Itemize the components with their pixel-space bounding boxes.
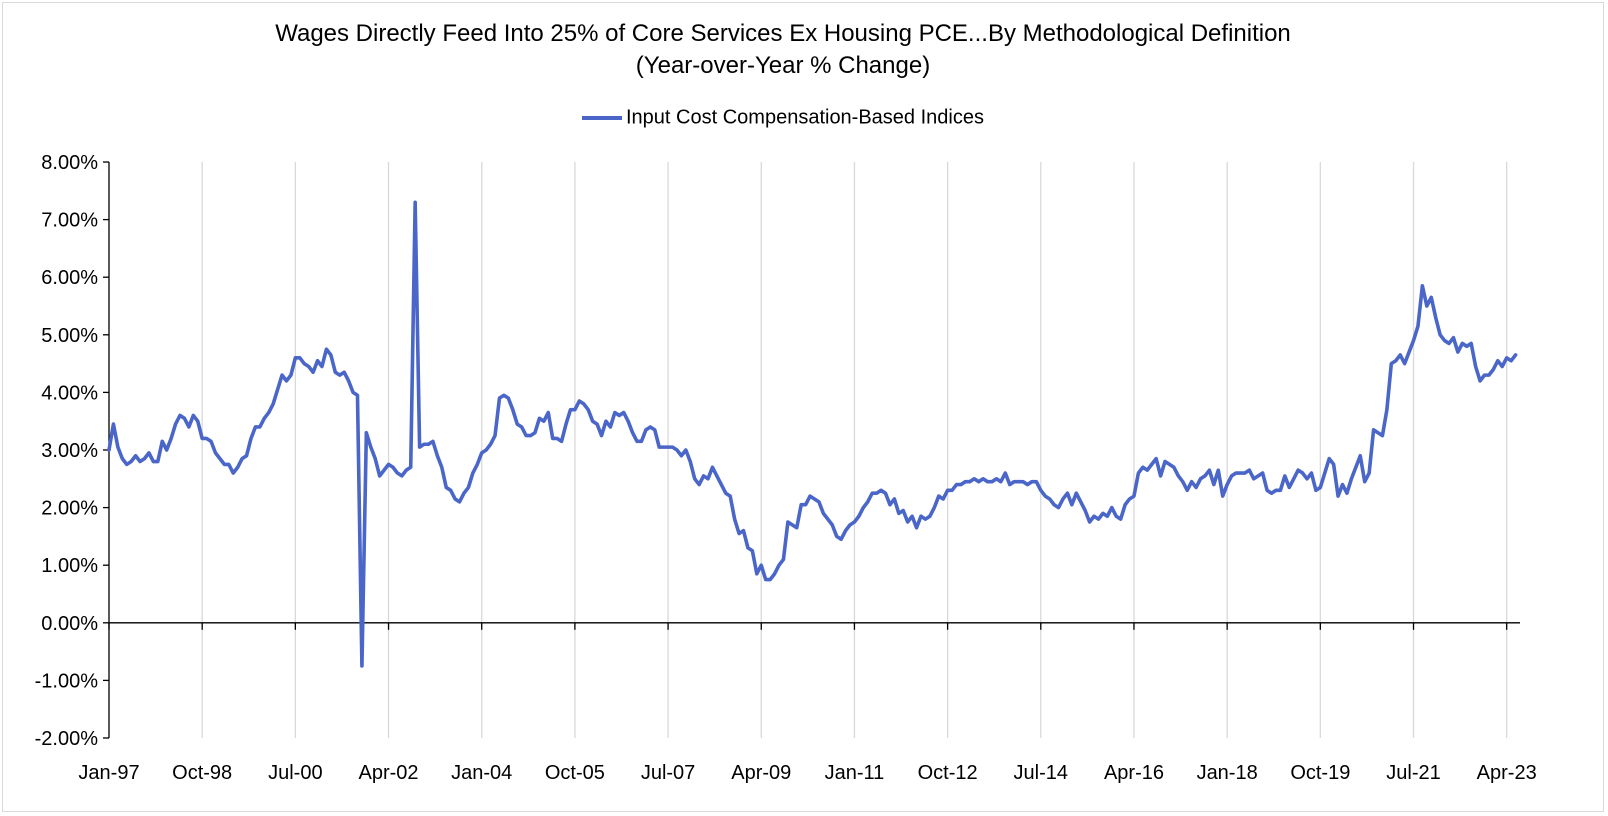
axes — [108, 162, 1520, 738]
y-tick-label: 0.00% — [41, 613, 98, 635]
x-tick-label: Jan-97 — [78, 762, 139, 784]
legend-label: Input Cost Compensation-Based Indices — [626, 106, 984, 129]
y-tick-label: 3.00% — [41, 440, 98, 462]
x-tick-label: Jul-07 — [641, 762, 695, 784]
x-tick-label: Apr-16 — [1104, 762, 1164, 784]
y-tick-label: 5.00% — [41, 325, 98, 347]
chart-title: Wages Directly Feed Into 25% of Core Ser… — [275, 20, 1291, 47]
y-axis-ticks: -2.00% -1.00% 0.00% 1.00% 2.00% 3.00% 4.00% 5.0… — [35, 152, 109, 750]
x-tick-label: Jul-14 — [1014, 762, 1068, 784]
y-tick-label: 7.00% — [41, 210, 98, 232]
x-tick-label: Jul-00 — [268, 762, 322, 784]
x-tick-label: Oct-98 — [172, 762, 232, 784]
y-tick-label: -1.00% — [35, 670, 99, 692]
x-tick-label: Apr-23 — [1477, 762, 1537, 784]
x-tick-label: Oct-12 — [918, 762, 978, 784]
x-tick-label: Jan-11 — [825, 762, 885, 784]
x-tick-label: Oct-05 — [545, 762, 605, 784]
series-group — [107, 200, 1518, 668]
x-tick-label: Apr-02 — [359, 762, 419, 784]
series-line — [107, 200, 1518, 668]
y-tick-label: 4.00% — [41, 382, 98, 404]
y-tick-label: 6.00% — [41, 267, 98, 289]
x-tick-label: Jan-18 — [1197, 762, 1258, 784]
chart-legend: Input Cost Compensation-Based Indices — [0, 104, 1566, 131]
y-tick-label: 2.00% — [41, 498, 98, 520]
x-tick-label: Jan-04 — [451, 762, 512, 784]
x-tick-label: Apr-09 — [731, 762, 791, 784]
chart-title-block: Wages Directly Feed Into 25% of Core Ser… — [0, 18, 1566, 82]
x-tick-label: Jul-21 — [1386, 762, 1440, 784]
y-tick-label: 1.00% — [41, 555, 98, 577]
x-tick-label: Oct-19 — [1290, 762, 1350, 784]
chart-subtitle: (Year-over-Year % Change) — [635, 52, 931, 79]
grid-lines — [201, 162, 1508, 738]
y-tick-label: -2.00% — [35, 728, 99, 750]
x-axis-ticks: Jan-97 Oct-98 Jul-00 Apr-02 Jan-04 Oct-05 Jul-… — [78, 622, 1537, 784]
y-tick-label: 8.00% — [41, 152, 98, 174]
legend-swatch — [582, 115, 622, 120]
